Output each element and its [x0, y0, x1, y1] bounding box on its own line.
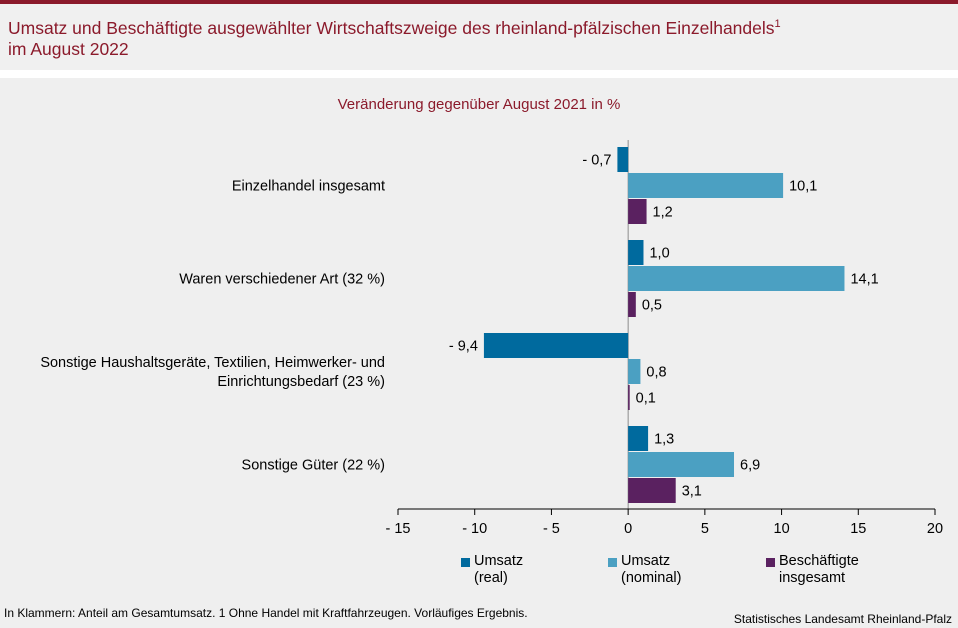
legend-label-line: (nominal) — [621, 570, 682, 586]
bar-2-group-3 — [628, 359, 641, 384]
data-label: 14,1 — [850, 272, 878, 288]
top-accent-bar — [0, 0, 958, 4]
source-credit: Statistisches Landesamt Rheinland-Pfalz — [733, 612, 952, 626]
legend-label: Beschäftigte insgesamt — [779, 553, 859, 587]
bar-2-group-2 — [628, 266, 845, 291]
x-tick-label: 5 — [701, 521, 709, 537]
category-label: Sonstige Güter (22 %) — [242, 458, 385, 474]
legend-swatch — [461, 558, 470, 567]
header: Umsatz und Beschäftigte ausgewählter Wir… — [0, 4, 958, 72]
bar-3-group-3 — [628, 385, 630, 410]
category-label: Einrichtungsbedarf (23 %) — [217, 374, 385, 390]
bar-2-group-1 — [628, 173, 784, 198]
legend-label-line: (real) — [474, 570, 508, 586]
legend-label-line: insgesamt — [779, 570, 846, 586]
x-tick-label: 20 — [927, 521, 943, 537]
x-tick-label: 10 — [774, 521, 790, 537]
data-label: 1,0 — [649, 246, 669, 262]
bar-1-group-1 — [617, 147, 629, 172]
data-label: 0,8 — [646, 365, 666, 381]
x-tick-label: 15 — [850, 521, 866, 537]
category-label: Einzelhandel insgesamt — [232, 179, 385, 195]
bar-1-group-3 — [483, 333, 629, 358]
x-tick-label: - 5 — [543, 521, 560, 537]
bar-3-group-4 — [628, 478, 676, 503]
x-tick-label: - 15 — [386, 521, 411, 537]
legend-label-line: Beschäftigte — [779, 553, 859, 569]
chart-area — [0, 78, 958, 628]
category-label: Waren verschiedener Art (32 %) — [179, 272, 385, 288]
data-label: 1,3 — [654, 432, 674, 448]
legend-swatch — [766, 558, 775, 567]
data-label: 0,5 — [642, 298, 662, 314]
legend-label-line: Umsatz — [621, 553, 671, 569]
legend-label-line: Umsatz — [474, 553, 524, 569]
header-separator — [0, 70, 958, 78]
legend-label: Umsatz (real) — [474, 553, 523, 587]
title-footnote-mark: 1 — [774, 18, 781, 30]
data-label: 1,2 — [653, 205, 673, 221]
bar-1-group-4 — [628, 426, 649, 451]
bar-3-group-2 — [628, 292, 636, 317]
data-label: 3,1 — [682, 484, 702, 500]
chart-title: Umsatz und Beschäftigte ausgewählter Wir… — [8, 14, 948, 60]
data-label: 6,9 — [740, 458, 760, 474]
data-label: 10,1 — [789, 179, 817, 195]
data-label: 0,1 — [636, 391, 656, 407]
x-tick-label: - 10 — [462, 521, 487, 537]
footnote: In Klammern: Anteil am Gesamtumsatz. 1 O… — [4, 606, 528, 620]
category-label: Sonstige Haushaltsgeräte, Textilien, Hei… — [40, 355, 385, 371]
chart-subtitle: Veränderung gegenüber August 2021 in % — [337, 96, 621, 113]
title-line-2: im August 2022 — [8, 39, 129, 59]
data-label: - 0,7 — [582, 153, 611, 169]
data-label: - 9,4 — [449, 339, 478, 355]
bar-2-group-4 — [628, 452, 735, 477]
title-line-1: Umsatz und Beschäftigte ausgewählter Wir… — [8, 18, 775, 38]
x-tick-label: 0 — [624, 521, 632, 537]
legend-label: Umsatz (nominal) — [621, 553, 681, 587]
bar-1-group-2 — [628, 240, 644, 265]
bar-3-group-1 — [628, 199, 647, 224]
legend-swatch — [608, 558, 617, 567]
